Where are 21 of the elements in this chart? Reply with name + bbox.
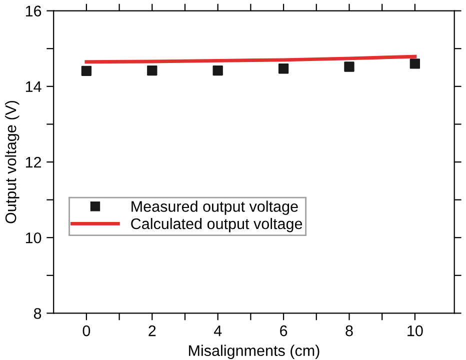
point (278, 64, 289, 74)
y-axis-title: Output voltage (V) (4, 100, 20, 224)
x-tick-label: 4 (214, 326, 222, 336)
x-axis-title: Misalignments (cm) (189, 344, 320, 360)
y-tick-label: 14 (26, 81, 42, 92)
x-tick-label: 10 (408, 325, 423, 336)
point (147, 65, 158, 76)
x-tick-label: 8 (346, 325, 353, 336)
point (410, 58, 420, 69)
point (81, 66, 92, 76)
x-tick-label: 6 (280, 325, 288, 336)
x-tick-label: 2 (148, 325, 156, 336)
x-tick-label: 0 (82, 325, 90, 336)
y-tick-label: 16 (26, 6, 42, 16)
y-tick-label: 8 (34, 308, 42, 319)
point (212, 65, 223, 76)
y-tick-label: 12 (26, 156, 42, 168)
legend-label: Measured output voltage (132, 200, 298, 215)
legend-label: Calculated output voltage (131, 218, 302, 232)
y-tick-label: 10 (26, 232, 42, 244)
point (344, 62, 354, 72)
